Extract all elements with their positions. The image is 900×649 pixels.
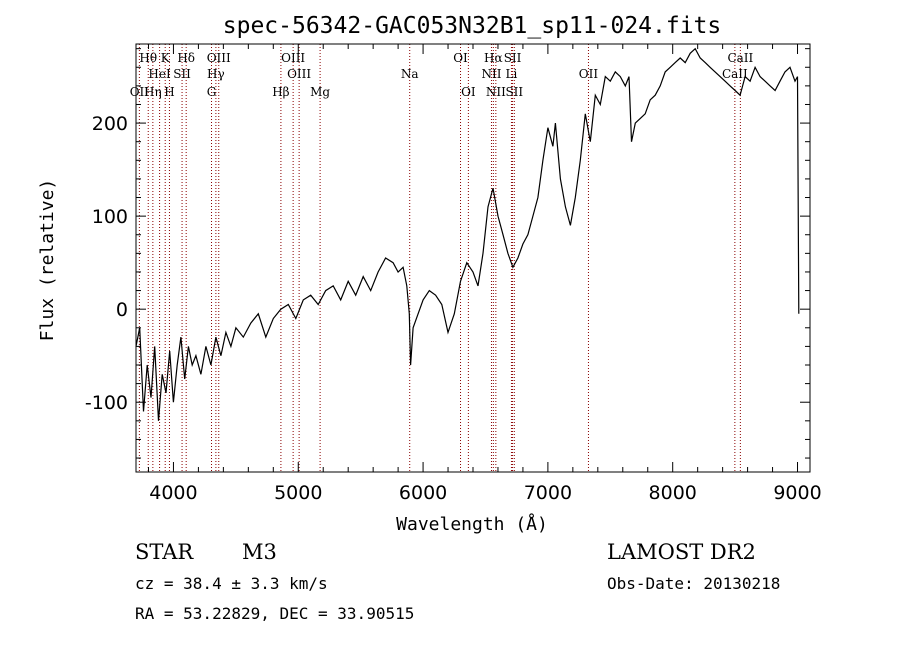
object-type: STAR: [135, 540, 194, 564]
emission-line-label: OIII: [207, 51, 231, 65]
x-axis-label: Wavelength (Å): [396, 513, 548, 535]
emission-line-label: Hα: [484, 51, 503, 65]
y-axis: -100 0 100 200: [85, 48, 810, 459]
x-tick-label: 5000: [274, 482, 322, 504]
emission-line-label: CaII: [722, 67, 748, 81]
y-tick-label: 200: [92, 113, 128, 135]
emission-line-label: HeI: [148, 67, 171, 81]
emission-line-label: Mg: [310, 85, 330, 99]
emission-line-label: OII: [579, 67, 599, 81]
object-subclass: M3: [242, 540, 277, 564]
chart-title: spec-56342-GAC053N32B1_sp11-024.fits: [223, 13, 722, 39]
emission-line-label: Na: [401, 67, 419, 81]
plot-frame: [135, 43, 811, 473]
emission-line-label: Hδ: [177, 51, 195, 65]
emission-line-label: Hη: [144, 85, 162, 99]
emission-line-markers: [138, 44, 741, 472]
coordinates: RA = 53.22829, DEC = 33.90515: [135, 604, 415, 623]
emission-line-label: OI: [461, 85, 476, 99]
emission-line-label: OIII: [281, 51, 305, 65]
emission-line-label: Hβ: [272, 85, 289, 99]
x-tick-label: 9000: [773, 482, 821, 504]
emission-line-label: NII: [481, 67, 501, 81]
x-axis: 4000 5000 6000 7000 8000 9000: [147, 44, 822, 504]
emission-line-label: SII: [505, 85, 523, 99]
x-tick-label: 7000: [524, 482, 572, 504]
y-tick-label: 0: [116, 299, 128, 321]
emission-line-label: SII: [173, 67, 191, 81]
spectrum-line: [135, 47, 800, 421]
x-tick-label: 6000: [399, 482, 447, 504]
x-tick-label: 4000: [149, 482, 197, 504]
survey-name: LAMOST DR2: [607, 540, 756, 564]
y-axis-label: Flux (relative): [37, 179, 58, 342]
redshift-velocity: cz = 38.4 ± 3.3 km/s: [135, 574, 328, 593]
emission-line-label: OI: [453, 51, 468, 65]
emission-line-label: NII: [486, 85, 506, 99]
emission-line-label: G: [207, 85, 217, 99]
y-tick-label: 100: [92, 206, 128, 228]
emission-line-label: Hγ: [207, 67, 225, 81]
observation-date: Obs-Date: 20130218: [607, 574, 781, 593]
emission-line-label: CaII: [727, 51, 753, 65]
emission-line-label: OII: [130, 85, 150, 99]
emission-line-label: K: [161, 51, 171, 65]
y-tick-label: -100: [85, 392, 128, 414]
x-tick-label: 8000: [649, 482, 697, 504]
emission-line-label: Li: [506, 67, 518, 81]
emission-line-label: Hθ: [139, 51, 157, 65]
emission-line-label: OIII: [287, 67, 311, 81]
emission-line-label: H: [164, 85, 174, 99]
emission-line-label: SII: [504, 51, 522, 65]
